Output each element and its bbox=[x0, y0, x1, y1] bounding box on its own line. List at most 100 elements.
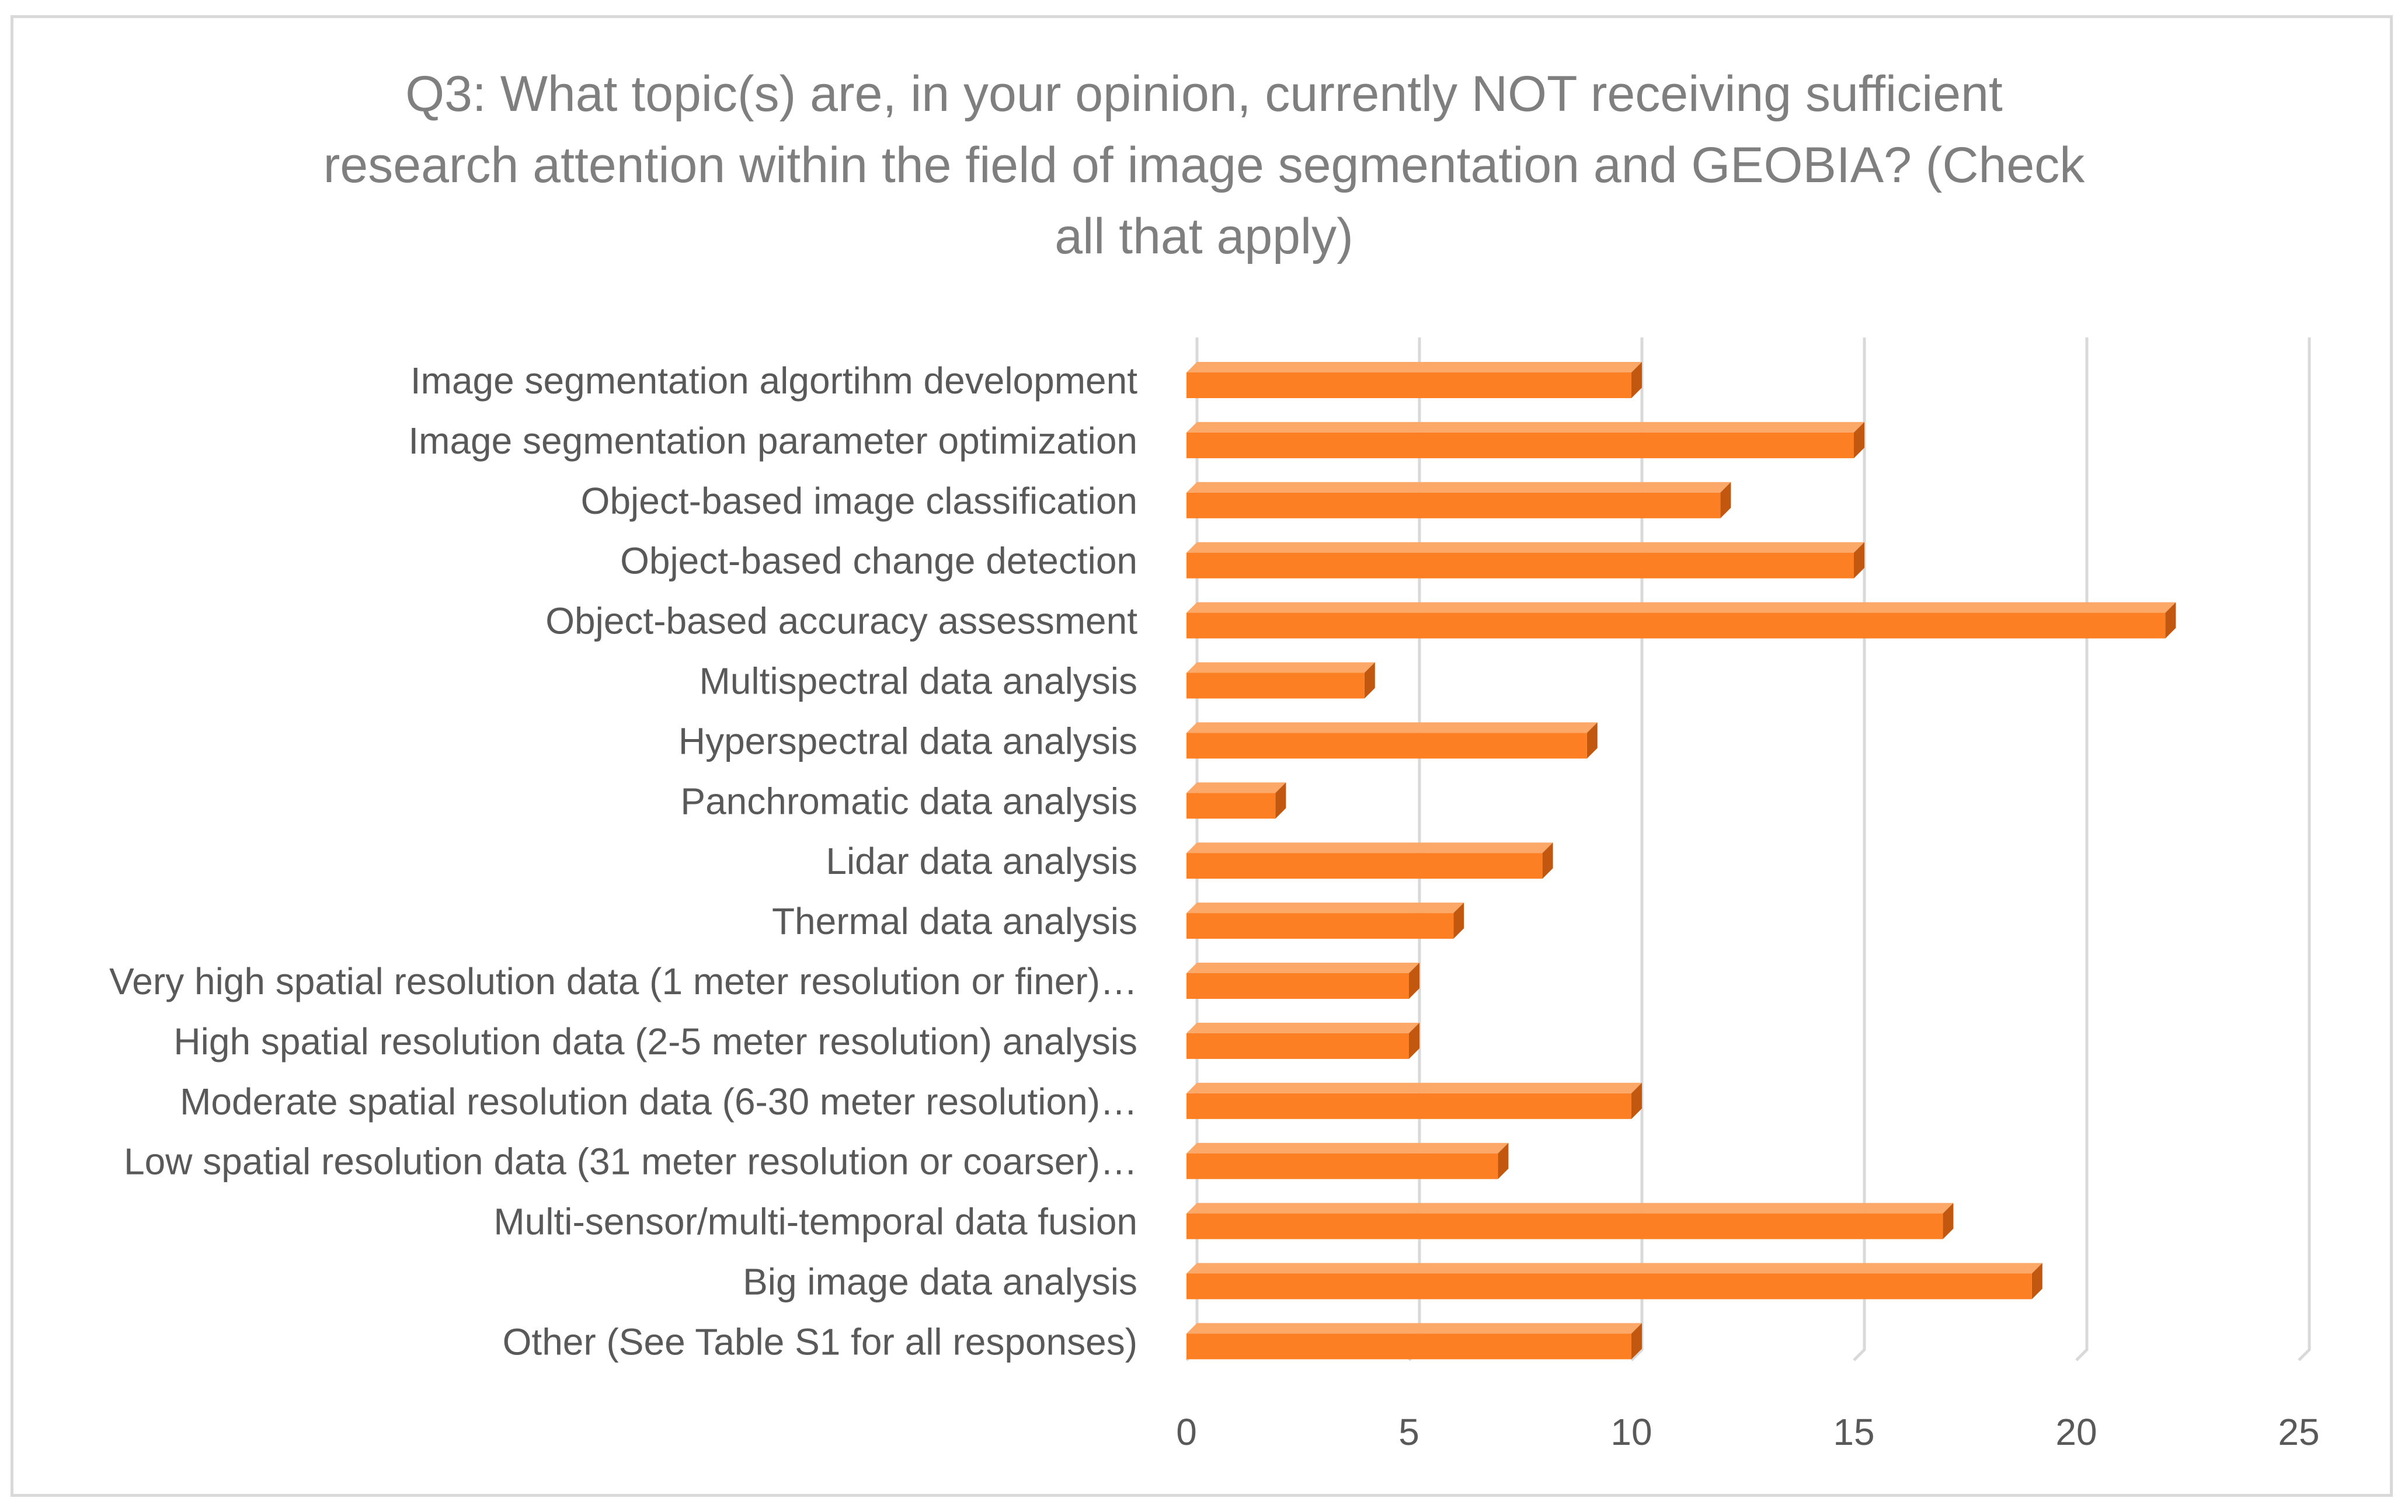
bar-top bbox=[1186, 963, 1419, 973]
bar-top bbox=[1186, 482, 1731, 493]
chart-title-line-3: all that apply) bbox=[1055, 208, 1353, 264]
gridline-10 bbox=[1630, 337, 1644, 1361]
bar-top bbox=[1186, 842, 1553, 853]
x-tick-label: 5 bbox=[1398, 1411, 1419, 1453]
bar-side bbox=[1631, 362, 1642, 398]
bar-side bbox=[1409, 963, 1419, 999]
bar-side bbox=[1364, 662, 1375, 699]
x-tick-label: 0 bbox=[1176, 1411, 1197, 1453]
bar-side bbox=[1542, 842, 1553, 879]
bar-side bbox=[1275, 782, 1286, 819]
bar bbox=[1186, 662, 1375, 699]
bar-front bbox=[1186, 1273, 2032, 1300]
category-label: Image segmentation algortihm development bbox=[410, 360, 1137, 402]
bar-side bbox=[1586, 722, 1598, 759]
bar-top bbox=[1186, 782, 1286, 793]
bar-side bbox=[1453, 903, 1464, 939]
category-label: Moderate spatial resolution data (6-30 m… bbox=[180, 1081, 1137, 1123]
chart-title-line-1: Q3: What topic(s) are, in your opinion, … bbox=[405, 66, 2003, 122]
category-label: Object-based change detection bbox=[620, 540, 1137, 582]
bar-front bbox=[1186, 432, 1854, 458]
bar-front bbox=[1186, 1093, 1631, 1119]
bar bbox=[1186, 362, 1642, 398]
bar-side bbox=[2165, 602, 2176, 639]
bar-top bbox=[1186, 1263, 2042, 1274]
bar bbox=[1186, 1323, 1642, 1360]
bar bbox=[1186, 1263, 2042, 1300]
bar-side bbox=[1943, 1203, 1954, 1239]
bar-top bbox=[1186, 722, 1598, 733]
bar bbox=[1186, 1082, 1642, 1119]
bar-top bbox=[1186, 1082, 1642, 1093]
bar bbox=[1186, 421, 1864, 458]
x-tick-label: 20 bbox=[2055, 1411, 2097, 1453]
category-label: High spatial resolution data (2-5 meter … bbox=[173, 1020, 1137, 1062]
bar-top bbox=[1186, 1203, 1954, 1214]
bar-front bbox=[1186, 1333, 1631, 1360]
bar-front bbox=[1186, 733, 1587, 759]
bar-front bbox=[1186, 853, 1543, 879]
category-label: Other (See Table S1 for all responses) bbox=[503, 1321, 1137, 1363]
bar-top bbox=[1186, 362, 1642, 372]
category-label: Very high spatial resolution data (1 met… bbox=[109, 960, 1137, 1002]
category-label: Big image data analysis bbox=[743, 1261, 1137, 1303]
bar-front bbox=[1186, 1033, 1409, 1059]
bars bbox=[1186, 362, 2176, 1360]
gridline-20 bbox=[2075, 337, 2089, 1361]
gridline-25 bbox=[2298, 337, 2311, 1361]
bar-top bbox=[1186, 903, 1464, 914]
bar-front bbox=[1186, 372, 1631, 398]
bar bbox=[1186, 903, 1464, 939]
bar-front bbox=[1186, 793, 1276, 819]
bar-front bbox=[1186, 673, 1365, 699]
bar-side bbox=[1854, 421, 1864, 458]
category-label: Object-based accuracy assessment bbox=[545, 600, 1137, 642]
bar-top bbox=[1186, 421, 1864, 433]
bar-top bbox=[1186, 662, 1375, 673]
category-label: Multispectral data analysis bbox=[699, 660, 1137, 702]
x-tick-label: 10 bbox=[1610, 1411, 1652, 1453]
bar bbox=[1186, 1203, 1954, 1239]
bar-side bbox=[1498, 1142, 1509, 1179]
bar-side bbox=[1854, 542, 1864, 579]
bar-side bbox=[1631, 1323, 1642, 1360]
category-label: Multi-sensor/multi-temporal data fusion bbox=[493, 1201, 1137, 1243]
bar bbox=[1186, 602, 2176, 639]
bar bbox=[1186, 842, 1553, 879]
x-tick-label: 25 bbox=[2278, 1411, 2319, 1453]
chart-title: Q3: What topic(s) are, in your opinion, … bbox=[117, 58, 2291, 272]
bar-top bbox=[1186, 1323, 1642, 1334]
category-labels: Image segmentation algortihm development… bbox=[109, 360, 1137, 1363]
category-label: Panchromatic data analysis bbox=[680, 780, 1137, 822]
chart-title-line-2: research attention within the field of i… bbox=[323, 137, 2085, 193]
bar-front bbox=[1186, 1213, 1943, 1239]
bar-side bbox=[2031, 1263, 2042, 1300]
bar-side bbox=[1409, 1022, 1419, 1059]
category-label: Image segmentation parameter optimizatio… bbox=[408, 420, 1137, 462]
bar-top bbox=[1186, 542, 1864, 553]
x-axis-ticks: 0 5 10 15 20 25 bbox=[1176, 1411, 2319, 1453]
bar bbox=[1186, 482, 1731, 518]
gridline-15 bbox=[1853, 337, 1866, 1361]
bar-front bbox=[1186, 612, 2166, 639]
bar-top bbox=[1186, 1142, 1509, 1154]
bar-front bbox=[1186, 913, 1454, 939]
bar bbox=[1186, 1142, 1509, 1179]
bar-front bbox=[1186, 552, 1854, 579]
bar-front bbox=[1186, 973, 1409, 999]
category-label: Hyperspectral data analysis bbox=[678, 720, 1137, 762]
bar bbox=[1186, 542, 1864, 579]
category-label: Lidar data analysis bbox=[826, 840, 1137, 882]
x-tick-label: 15 bbox=[1833, 1411, 1874, 1453]
bar-side bbox=[1720, 482, 1731, 518]
category-label: Object-based image classification bbox=[581, 480, 1137, 522]
bar-side bbox=[1631, 1082, 1642, 1119]
bar-front bbox=[1186, 492, 1721, 518]
bar bbox=[1186, 722, 1598, 759]
category-label: Low spatial resolution data (31 meter re… bbox=[124, 1141, 1137, 1183]
bar-front bbox=[1186, 1153, 1498, 1179]
category-label: Thermal data analysis bbox=[772, 900, 1137, 942]
bar bbox=[1186, 1022, 1419, 1059]
bar-top bbox=[1186, 1022, 1419, 1033]
